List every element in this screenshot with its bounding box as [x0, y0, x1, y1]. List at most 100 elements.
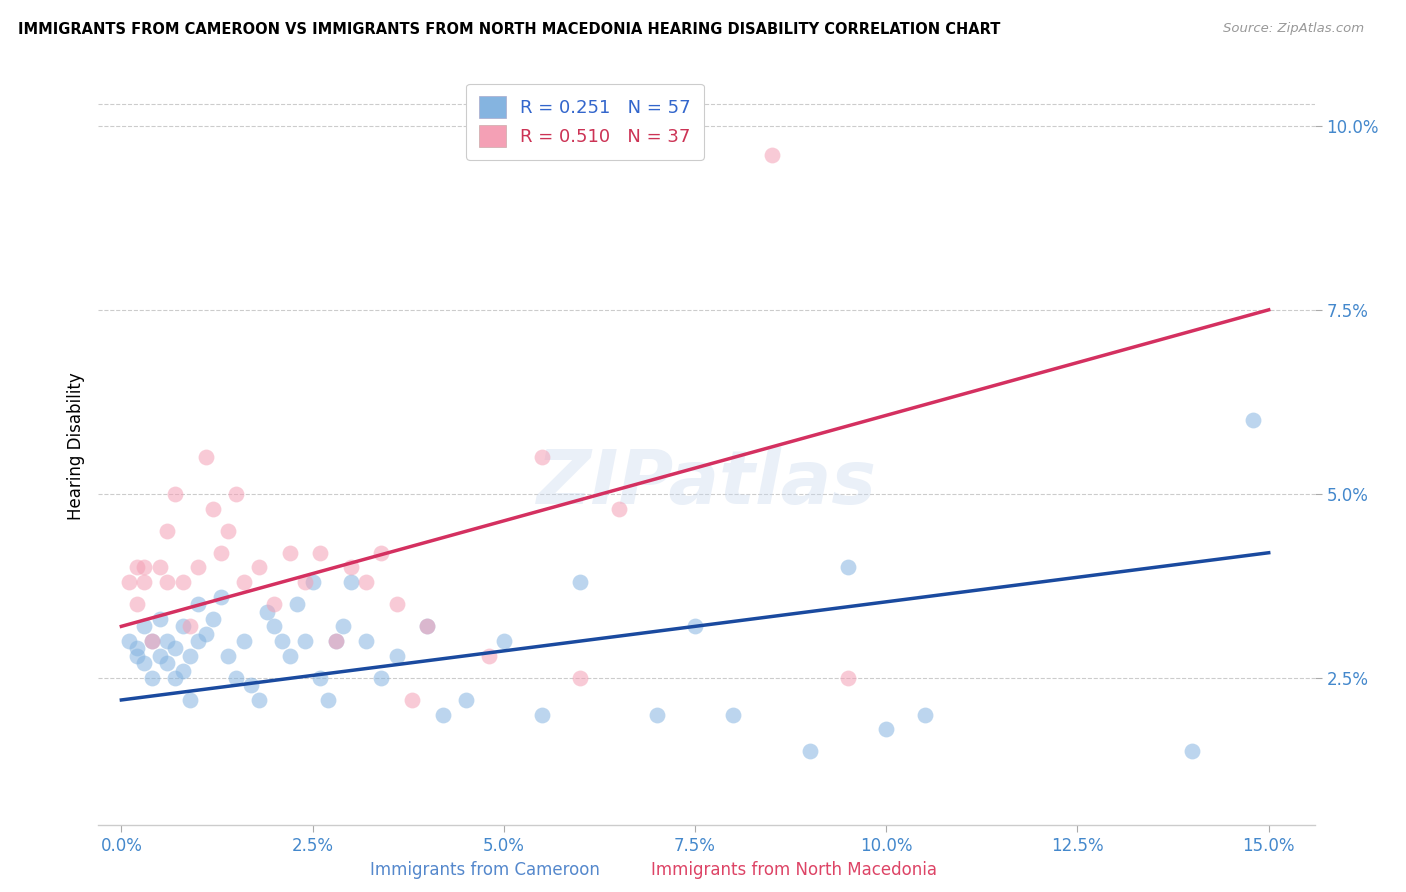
Point: [340, 560, 363, 574]
Point: [134, 575, 156, 590]
Point: [225, 671, 247, 685]
Point: [187, 597, 209, 611]
Y-axis label: Hearing Disability: Hearing Disability: [66, 372, 84, 520]
Point: [531, 450, 554, 464]
Point: [163, 671, 186, 685]
Point: [156, 575, 179, 590]
Point: [187, 634, 209, 648]
Point: [194, 626, 217, 640]
Point: [278, 648, 301, 663]
Point: [385, 597, 408, 611]
Point: [569, 575, 592, 590]
Point: [1181, 744, 1204, 758]
Point: [492, 634, 515, 648]
Point: [141, 634, 163, 648]
Point: [209, 590, 232, 604]
Point: [325, 634, 347, 648]
Point: [179, 648, 201, 663]
Point: [156, 634, 179, 648]
Point: [125, 597, 148, 611]
Text: Immigrants from Cameroon: Immigrants from Cameroon: [370, 861, 600, 879]
Point: [163, 487, 186, 501]
Point: [172, 664, 194, 678]
Point: [179, 619, 201, 633]
Point: [172, 575, 194, 590]
Point: [202, 501, 225, 516]
Point: [316, 693, 339, 707]
Point: [179, 693, 201, 707]
Point: [202, 612, 225, 626]
Point: [294, 575, 316, 590]
Point: [263, 619, 285, 633]
Point: [271, 634, 294, 648]
Point: [325, 634, 347, 648]
Point: [149, 612, 172, 626]
Point: [134, 619, 156, 633]
Point: [301, 575, 323, 590]
Point: [209, 546, 232, 560]
Point: [723, 707, 745, 722]
Point: [149, 648, 172, 663]
Point: [232, 575, 254, 590]
Point: [118, 575, 141, 590]
Point: [118, 634, 141, 648]
Point: [134, 560, 156, 574]
Point: [309, 671, 332, 685]
Point: [432, 707, 454, 722]
Point: [837, 560, 859, 574]
Point: [761, 148, 783, 162]
Point: [141, 634, 163, 648]
Point: [217, 524, 239, 538]
Point: [134, 656, 156, 670]
Point: [1241, 413, 1264, 427]
Point: [401, 693, 423, 707]
Point: [217, 648, 239, 663]
Point: [354, 575, 377, 590]
Point: [194, 450, 217, 464]
Point: [607, 501, 630, 516]
Point: [837, 671, 859, 685]
Point: [416, 619, 439, 633]
Text: Immigrants from North Macedonia: Immigrants from North Macedonia: [651, 861, 938, 879]
Point: [354, 634, 377, 648]
Point: [149, 560, 172, 574]
Point: [340, 575, 363, 590]
Point: [247, 693, 270, 707]
Point: [247, 560, 270, 574]
Point: [240, 678, 263, 692]
Point: [187, 560, 209, 574]
Point: [125, 560, 148, 574]
Text: ZIPatlas: ZIPatlas: [537, 448, 876, 520]
Point: [799, 744, 821, 758]
Point: [332, 619, 354, 633]
Point: [285, 597, 308, 611]
Point: [875, 723, 897, 737]
Point: [156, 656, 179, 670]
Point: [370, 671, 392, 685]
Point: [141, 671, 163, 685]
Point: [416, 619, 439, 633]
Point: [385, 648, 408, 663]
Point: [232, 634, 254, 648]
Point: [172, 619, 194, 633]
Point: [156, 524, 179, 538]
Point: [125, 648, 148, 663]
Point: [163, 641, 186, 656]
Text: IMMIGRANTS FROM CAMEROON VS IMMIGRANTS FROM NORTH MACEDONIA HEARING DISABILITY C: IMMIGRANTS FROM CAMEROON VS IMMIGRANTS F…: [18, 22, 1001, 37]
Point: [309, 546, 332, 560]
Point: [477, 648, 499, 663]
Point: [294, 634, 316, 648]
Point: [683, 619, 706, 633]
Legend: R = 0.251   N = 57, R = 0.510   N = 37: R = 0.251 N = 57, R = 0.510 N = 37: [467, 84, 703, 160]
Point: [256, 605, 278, 619]
Point: [645, 707, 668, 722]
Point: [225, 487, 247, 501]
Point: [454, 693, 477, 707]
Text: Source: ZipAtlas.com: Source: ZipAtlas.com: [1223, 22, 1364, 36]
Point: [531, 707, 554, 722]
Point: [125, 641, 148, 656]
Point: [278, 546, 301, 560]
Point: [263, 597, 285, 611]
Point: [370, 546, 392, 560]
Point: [914, 707, 936, 722]
